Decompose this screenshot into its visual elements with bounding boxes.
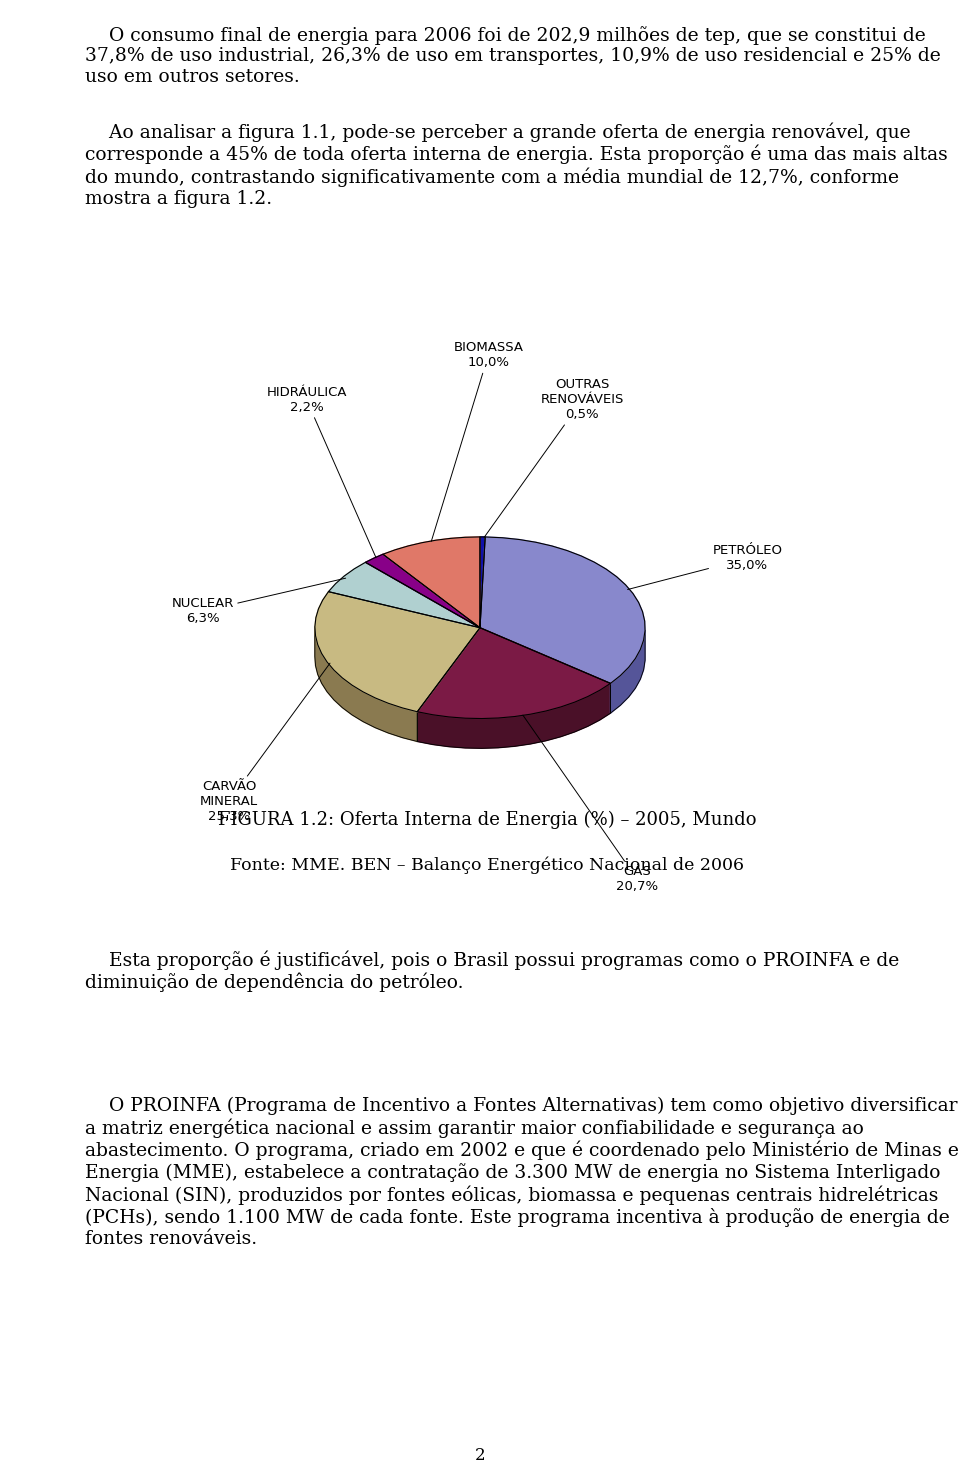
- Text: Fonte: MME. BEN – Balanço Energético Nacional de 2006: Fonte: MME. BEN – Balanço Energético Nac…: [230, 857, 745, 875]
- Text: OUTRAS
RENOVÁVEIS
0,5%: OUTRAS RENOVÁVEIS 0,5%: [484, 378, 624, 538]
- Text: BIOMASSA
10,0%: BIOMASSA 10,0%: [431, 341, 523, 541]
- Text: O consumo final de energia para 2006 foi de 202,9 milhões de tep, que se constit: O consumo final de energia para 2006 foi…: [85, 25, 941, 87]
- Polygon shape: [315, 626, 418, 741]
- Polygon shape: [480, 537, 645, 684]
- Text: CARVÃO
MINERAL
25,3%: CARVÃO MINERAL 25,3%: [200, 663, 330, 823]
- Text: Ao analisar a figura 1.1, pode-se perceber a grande oferta de energia renovável,: Ao analisar a figura 1.1, pode-se perceb…: [85, 122, 948, 207]
- Text: NUCLEAR
6,3%: NUCLEAR 6,3%: [172, 578, 346, 625]
- Polygon shape: [480, 537, 485, 628]
- Polygon shape: [315, 591, 480, 711]
- Polygon shape: [418, 684, 611, 748]
- Text: GÁS
20,7%: GÁS 20,7%: [523, 714, 658, 892]
- Polygon shape: [328, 563, 480, 628]
- Polygon shape: [366, 554, 480, 628]
- Text: HIDRÁULICA
2,2%: HIDRÁULICA 2,2%: [266, 385, 376, 557]
- Text: 2: 2: [474, 1446, 486, 1464]
- Text: Esta proporção é justificável, pois o Brasil possui programas como o PROINFA e d: Esta proporção é justificável, pois o Br…: [85, 950, 900, 992]
- Text: FIGURA 1.2: Oferta Interna de Energia (%) – 2005, Mundo: FIGURA 1.2: Oferta Interna de Energia (%…: [218, 811, 756, 829]
- Text: PETRÓLEO
35,0%: PETRÓLEO 35,0%: [628, 544, 782, 589]
- Polygon shape: [383, 537, 480, 628]
- Polygon shape: [611, 631, 645, 713]
- Text: O PROINFA (Programa de Incentivo a Fontes Alternativas) tem como objetivo divers: O PROINFA (Programa de Incentivo a Fonte…: [85, 1097, 959, 1248]
- Polygon shape: [418, 628, 611, 719]
